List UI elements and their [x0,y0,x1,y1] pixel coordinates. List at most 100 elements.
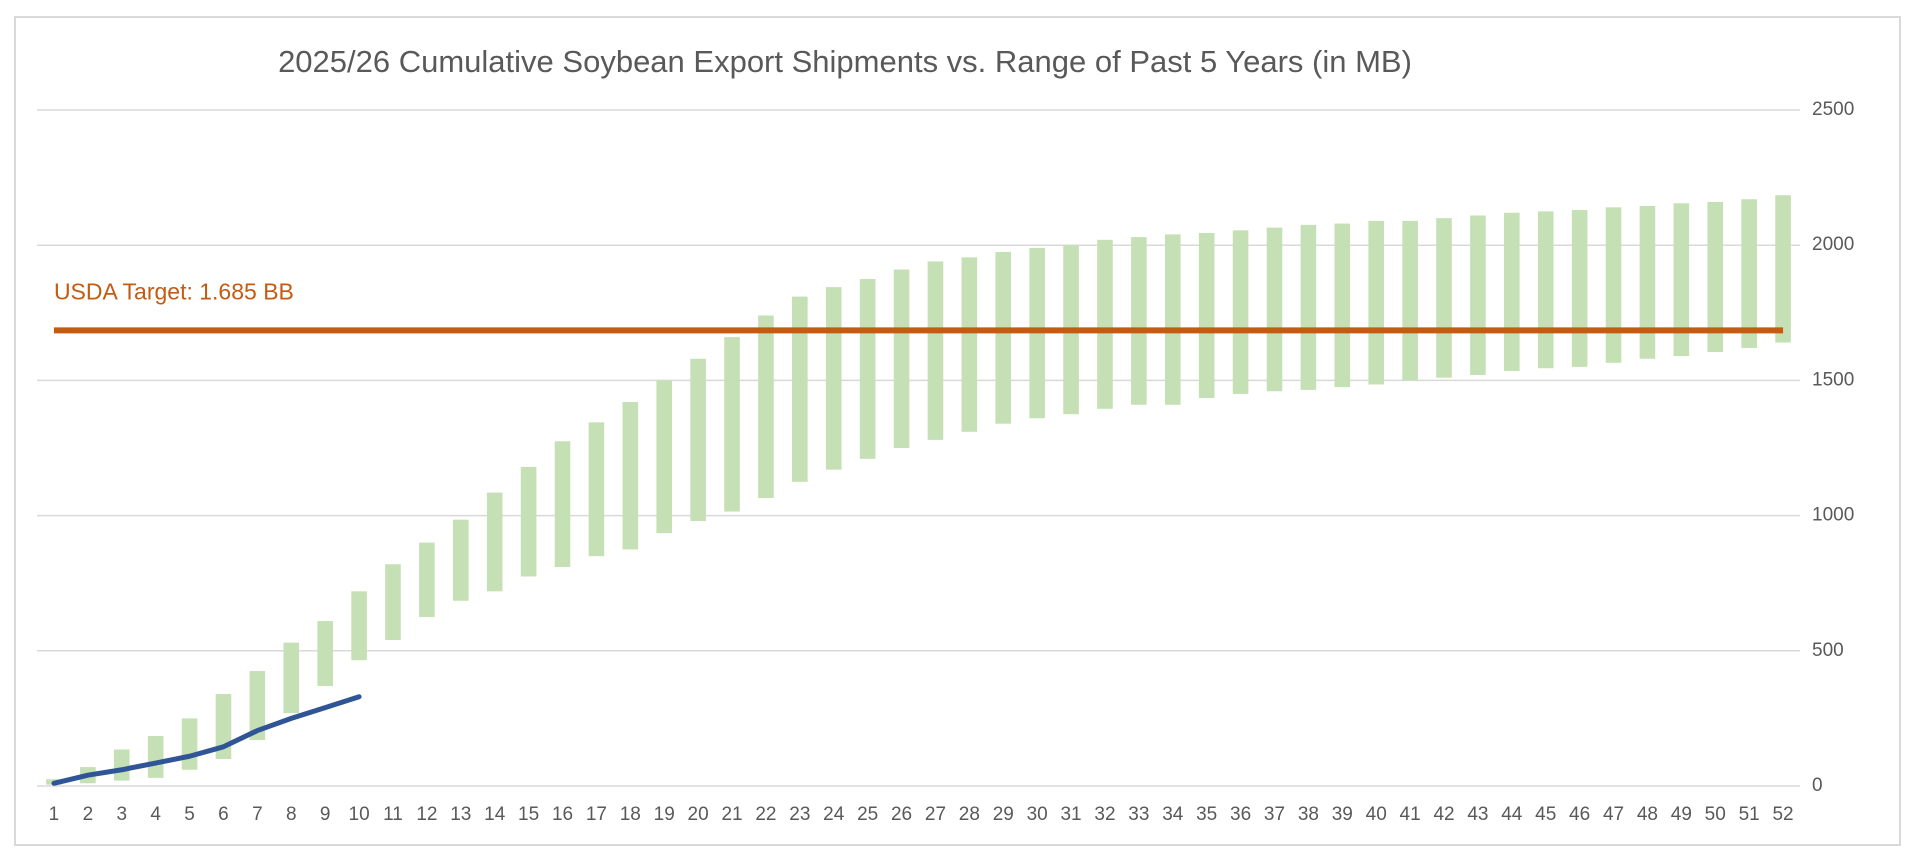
range-bar [1436,218,1452,378]
range-bar [486,492,503,592]
x-tick-label: 37 [1264,804,1285,825]
range-bar [1334,223,1351,388]
x-tick-label: 1 [49,804,60,825]
range-bar [656,380,673,534]
range-bar [1673,203,1690,357]
x-tick-label: 22 [755,804,776,825]
y-tick-label: 1000 [1812,505,1854,526]
x-tick-label: 21 [721,804,742,825]
x-tick-label: 23 [789,804,810,825]
range-bar [453,519,469,601]
range-bar [792,296,808,482]
x-tick-label: 50 [1705,804,1726,825]
x-tick-label: 35 [1196,804,1217,825]
x-tick-label: 31 [1060,804,1081,825]
range-bar [1266,227,1283,392]
x-tick-label: 41 [1400,804,1421,825]
x-tick-label: 4 [150,804,161,825]
x-tick-label: 15 [518,804,539,825]
range-bar [419,542,435,617]
x-tick-label: 13 [450,804,471,825]
x-tick-label: 34 [1162,804,1184,825]
x-tick-label: 32 [1094,804,1115,825]
x-tick-label: 52 [1772,804,1793,825]
range-bar [1775,195,1791,343]
range-bar [1131,237,1147,405]
range-bar [1741,199,1757,348]
x-tick-label: 43 [1467,804,1488,825]
y-tick-label: 0 [1812,775,1823,796]
x-tick-label: 14 [484,804,506,825]
x-tick-label: 16 [552,804,573,825]
y-tick-label: 500 [1812,640,1844,661]
range-bar [249,671,266,741]
range-bar [1402,220,1418,381]
x-tick-label: 10 [349,804,370,825]
range-bar [1605,207,1622,363]
range-bar [927,261,944,440]
range-bar [1504,212,1520,371]
range-bar [113,749,130,781]
x-tick-label: 48 [1637,804,1658,825]
range-bar [554,441,571,567]
x-tick-label: 47 [1603,804,1624,825]
x-tick-label: 9 [320,804,331,825]
series-line [51,694,362,786]
chart-frame [14,16,1901,846]
range-bar [961,257,978,432]
x-tick-label: 24 [823,804,845,825]
chart-title: 2025/26 Cumulative Soybean Export Shipme… [278,44,1412,79]
x-tick-label: 30 [1027,804,1048,825]
range-bar [588,422,605,557]
range-bar [1164,234,1181,405]
range-bar [351,591,367,661]
x-tick-label: 12 [416,804,437,825]
x-tick-label: 26 [891,804,912,825]
range-bar [1300,224,1317,390]
x-tick-label: 3 [116,804,127,825]
x-tick-label: 45 [1535,804,1556,825]
range-bar [690,358,706,522]
range-bar [859,279,876,459]
y-tick-label: 1500 [1812,369,1854,390]
range-bar [1470,215,1486,375]
x-tick-label: 38 [1298,804,1319,825]
range-bar [283,642,300,713]
x-tick-label: 44 [1501,804,1523,825]
range-bar [724,337,740,512]
range-bar [181,718,198,770]
x-tick-label: 25 [857,804,878,825]
x-tick-label: 17 [586,804,607,825]
range-bar [1097,239,1113,409]
x-tick-label: 7 [252,804,263,825]
x-tick-label: 18 [620,804,641,825]
x-tick-label: 42 [1433,804,1454,825]
range-bar [1571,210,1588,367]
x-tick-label: 8 [286,804,297,825]
x-tick-label: 49 [1671,804,1692,825]
range-bar [995,251,1012,424]
range-bar [1198,233,1215,398]
y-tick-label: 2500 [1812,99,1854,120]
x-tick-label: 51 [1739,804,1760,825]
x-tick-label: 40 [1366,804,1387,825]
target-label: USDA Target: 1.685 BB [54,278,294,304]
range-bar [1537,211,1554,369]
x-tick-label: 27 [925,804,946,825]
y-tick-label: 2000 [1812,234,1854,255]
x-tick-label: 28 [959,804,980,825]
range-bar [758,315,774,499]
x-tick-label: 39 [1332,804,1353,825]
range-bar [622,402,639,550]
range-bar [825,287,842,470]
range-bar [520,466,537,577]
x-tick-label: 36 [1230,804,1251,825]
x-tick-label: 19 [654,804,675,825]
range-bar [1368,220,1384,385]
range-bar [1639,205,1656,359]
x-tick-label: 5 [184,804,195,825]
range-bar [385,564,401,640]
range-bar [1232,230,1249,394]
x-tick-label: 2 [83,804,94,825]
